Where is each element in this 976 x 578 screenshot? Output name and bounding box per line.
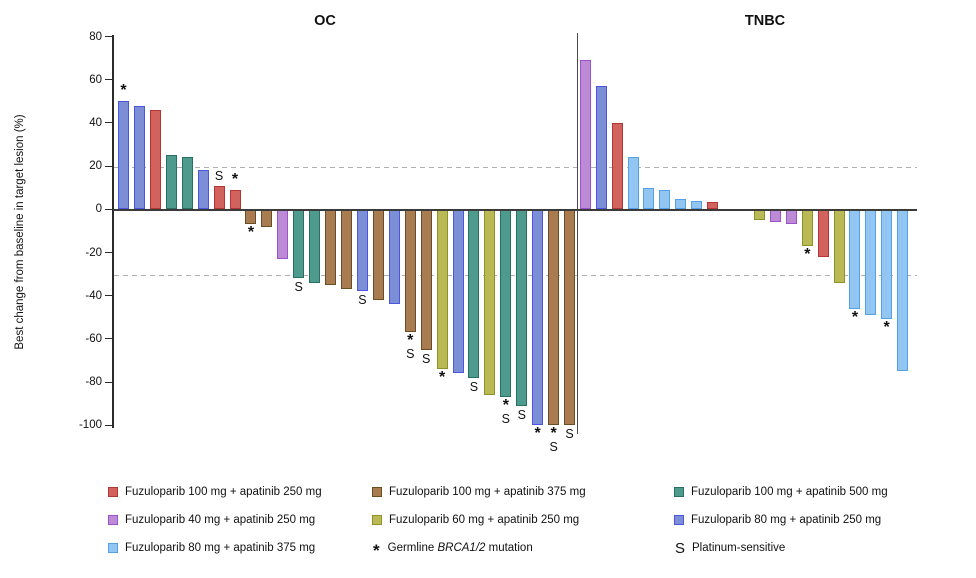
brca-mutation-marker: * bbox=[407, 332, 414, 350]
bar-oc-28 bbox=[548, 209, 560, 426]
bar-oc-20 bbox=[420, 209, 432, 350]
brca-mutation-marker: * bbox=[883, 319, 890, 337]
bar-oc-9 bbox=[245, 209, 257, 225]
bar-oc-12 bbox=[293, 209, 305, 279]
brca-mutation-marker: * bbox=[851, 308, 859, 326]
platinum-sensitive-marker: S bbox=[294, 280, 303, 295]
bar-oc-6 bbox=[197, 170, 209, 210]
zero-baseline bbox=[113, 209, 917, 211]
y-tick-label: -100 bbox=[78, 419, 102, 432]
bar-tnbc-21 bbox=[897, 209, 908, 372]
y-tick-label: -60 bbox=[85, 332, 102, 345]
y-tick-label: -20 bbox=[85, 246, 102, 259]
y-tick-label: 40 bbox=[89, 116, 102, 129]
platinum-sensitive-marker: S bbox=[358, 293, 367, 308]
y-tick-mark bbox=[105, 338, 113, 340]
bar-tnbc-16 bbox=[817, 209, 829, 257]
bar-oc-3 bbox=[149, 109, 161, 210]
bar-oc-29 bbox=[564, 209, 576, 426]
bar-tnbc-17 bbox=[833, 209, 845, 283]
bar-oc-7 bbox=[213, 185, 225, 210]
platinum-sensitive-marker: S bbox=[214, 168, 224, 183]
brca-mutation-marker: * bbox=[502, 397, 509, 415]
bar-tnbc-4 bbox=[627, 157, 639, 210]
bar-tnbc-15 bbox=[801, 209, 813, 247]
panel-title-tnbc: TNBC bbox=[744, 13, 786, 29]
bar-oc-25 bbox=[500, 209, 512, 398]
bar-tnbc-6 bbox=[659, 189, 671, 210]
y-tick-label: -80 bbox=[85, 376, 102, 389]
y-tick-mark bbox=[105, 381, 113, 383]
bar-tnbc-12 bbox=[754, 209, 766, 221]
platinum-sensitive-marker: S bbox=[501, 411, 510, 426]
brca-mutation-marker: * bbox=[231, 170, 239, 188]
bar-oc-17 bbox=[372, 209, 384, 301]
y-tick-label: 60 bbox=[89, 73, 102, 86]
bar-oc-13 bbox=[309, 209, 321, 283]
panel-title-oc: OC bbox=[314, 13, 336, 29]
bar-tnbc-18 bbox=[849, 209, 861, 309]
reference-line-minus30 bbox=[114, 274, 917, 276]
reference-line-plus20 bbox=[114, 166, 917, 168]
bar-oc-23 bbox=[468, 209, 480, 378]
bar-oc-24 bbox=[484, 209, 496, 396]
bar-oc-15 bbox=[341, 209, 353, 290]
brca-mutation-marker: * bbox=[804, 246, 811, 264]
y-tick-mark bbox=[105, 295, 113, 297]
brca-mutation-marker: * bbox=[438, 369, 446, 387]
bar-oc-10 bbox=[261, 209, 273, 227]
bar-tnbc-3 bbox=[611, 122, 623, 210]
bar-tnbc-1 bbox=[580, 60, 591, 210]
y-tick-mark bbox=[105, 35, 113, 38]
bar-oc-26 bbox=[516, 209, 528, 406]
bar-oc-18 bbox=[388, 209, 400, 305]
platinum-sensitive-marker: S bbox=[406, 346, 415, 361]
platinum-sensitive-marker: S bbox=[517, 407, 526, 422]
bar-oc-16 bbox=[356, 209, 368, 292]
bar-oc-2 bbox=[133, 105, 145, 210]
platinum-sensitive-marker: S bbox=[469, 379, 479, 394]
brca-mutation-marker: * bbox=[120, 82, 127, 100]
brca-mutation-marker: * bbox=[247, 224, 255, 242]
platinum-sensitive-marker: S bbox=[421, 351, 431, 366]
bar-oc-27 bbox=[532, 209, 544, 426]
bar-tnbc-19 bbox=[865, 209, 877, 316]
bar-tnbc-20 bbox=[881, 209, 893, 320]
y-tick-mark bbox=[105, 79, 113, 81]
y-tick-label: -40 bbox=[85, 289, 102, 302]
bar-tnbc-13 bbox=[770, 209, 782, 223]
y-tick-mark bbox=[105, 165, 113, 167]
bar-tnbc-14 bbox=[786, 209, 798, 225]
bar-oc-19 bbox=[404, 209, 416, 333]
brca-mutation-marker: * bbox=[550, 425, 557, 443]
y-tick-label: 20 bbox=[89, 160, 102, 173]
bar-oc-4 bbox=[165, 155, 177, 210]
bar-oc-11 bbox=[277, 209, 289, 259]
y-tick-label: 80 bbox=[89, 30, 102, 43]
bar-oc-1 bbox=[118, 101, 129, 210]
bar-tnbc-7 bbox=[675, 198, 687, 210]
bar-tnbc-2 bbox=[595, 86, 607, 210]
panel-divider-line bbox=[577, 33, 579, 434]
y-tick-label: 0 bbox=[95, 203, 102, 216]
bar-oc-21 bbox=[436, 209, 448, 370]
y-tick-mark bbox=[105, 208, 113, 210]
bar-oc-8 bbox=[229, 189, 241, 210]
y-tick-mark bbox=[105, 122, 113, 124]
y-tick-mark bbox=[105, 251, 113, 254]
bar-tnbc-5 bbox=[643, 187, 655, 210]
y-tick-mark bbox=[105, 424, 113, 426]
y-axis-line bbox=[112, 35, 114, 428]
bar-oc-22 bbox=[452, 209, 464, 374]
bar-tnbc-8 bbox=[690, 200, 702, 210]
bar-tnbc-9 bbox=[706, 201, 718, 210]
platinum-sensitive-marker: S bbox=[549, 439, 558, 454]
brca-mutation-marker: * bbox=[534, 425, 541, 443]
bar-oc-14 bbox=[325, 209, 337, 285]
platinum-sensitive-marker: S bbox=[565, 427, 574, 442]
bar-oc-5 bbox=[181, 157, 193, 210]
